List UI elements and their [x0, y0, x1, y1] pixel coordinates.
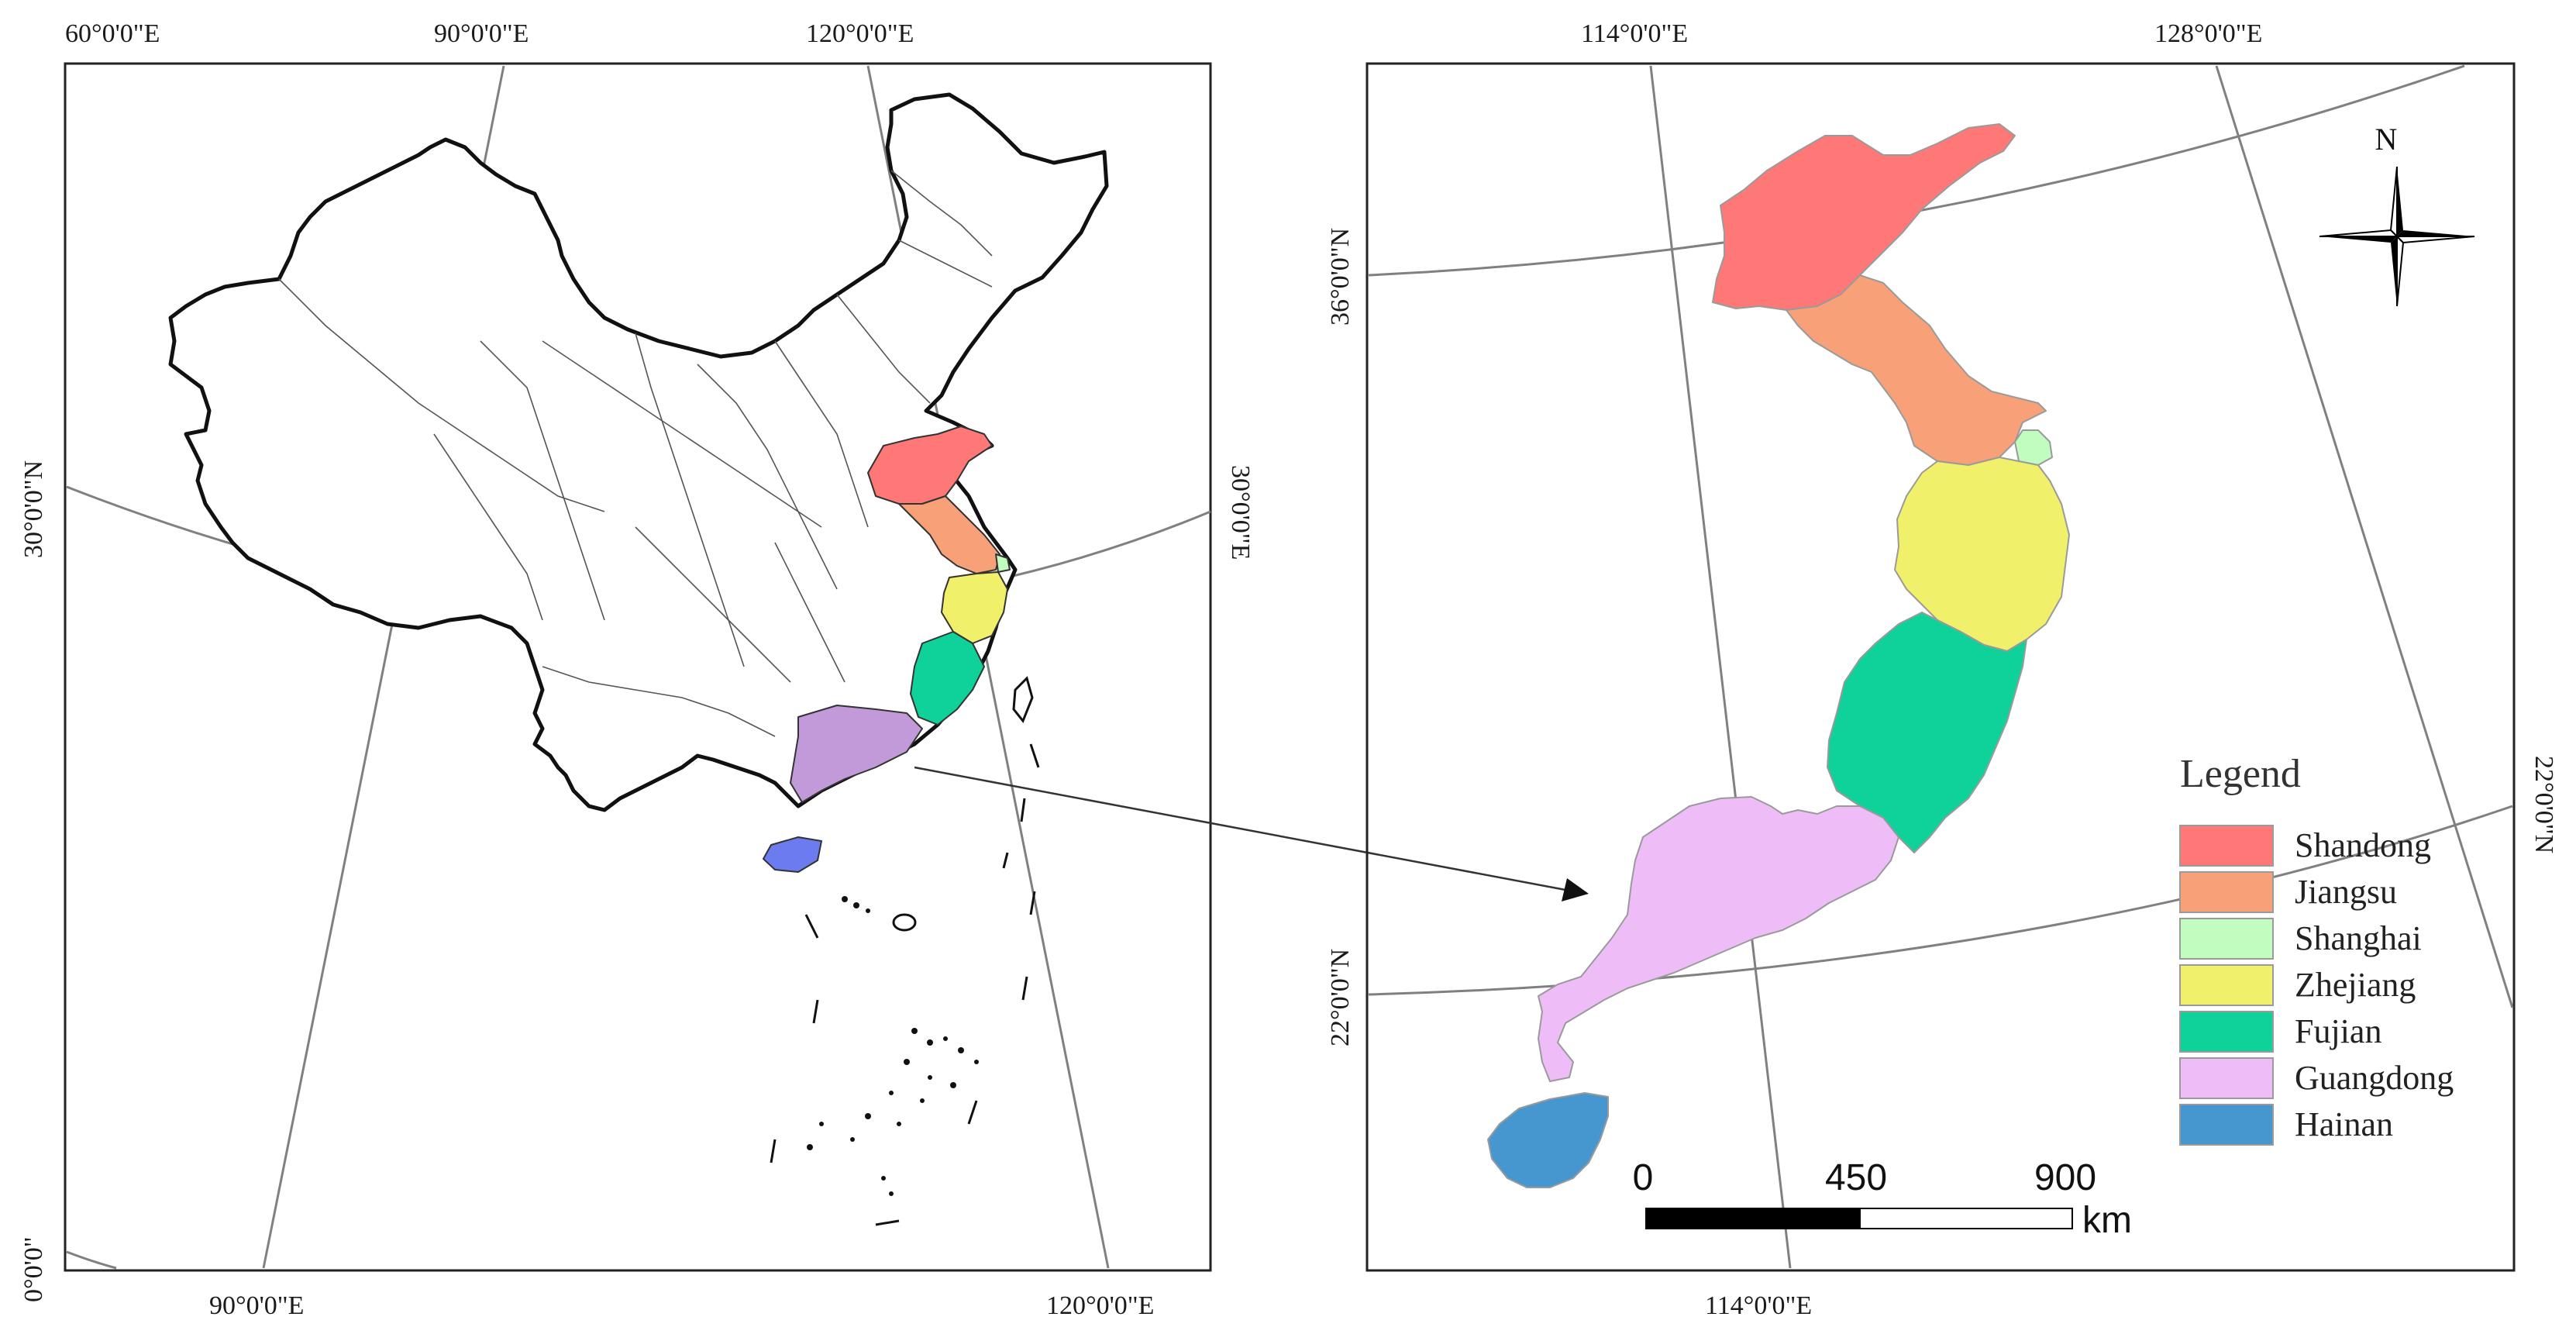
legend-swatch-shandong: [2179, 825, 2274, 867]
parallel-36n: [1368, 64, 2465, 277]
right-map-frame: [1365, 62, 2516, 1272]
right-top-label-114e: 114°0'0"E: [1581, 19, 1688, 48]
meridian-128e: [2215, 65, 2514, 1008]
legend-label-fujian: Fujian: [2295, 1012, 2381, 1050]
legend-swatch-jiangsu: [2179, 871, 2274, 913]
legend-label-hainan: Hainan: [2295, 1105, 2393, 1143]
left-bottom-label-90e: 90°0'0"E: [209, 1291, 304, 1320]
north-label: N: [2375, 122, 2398, 157]
left-side-label-0: 0°0'0": [19, 1236, 48, 1302]
right-provinces: [1487, 123, 2070, 1188]
left-top-label-120e: 120°0'0"E: [806, 19, 914, 48]
right-coord-labels: 114°0'0"E 128°0'0"E 114°0'0"E 36°0'0"N 2…: [1326, 19, 2558, 1320]
province-guangdong: [1538, 796, 1899, 1082]
left-province-hainan: [763, 836, 822, 873]
legend-swatch-shanghai: [2179, 918, 2274, 960]
left-top-label-60e: 60°0'0"E: [65, 19, 160, 48]
left-top-label-90e: 90°0'0"E: [434, 19, 529, 48]
left-highlighted-provinces: [763, 426, 1011, 873]
left-province-shanghai: [995, 553, 1011, 573]
left-map-frame: [64, 62, 1212, 1272]
legend-label-shandong: Shandong: [2295, 826, 2431, 864]
compass-rose-icon: [2319, 166, 2475, 307]
scale-unit: km: [2082, 1200, 2132, 1241]
left-province-jiangsu: [898, 495, 1000, 574]
meridian-114e: [1649, 65, 1792, 1269]
province-shanghai: [2014, 429, 2053, 466]
left-bottom-label-120e: 120°0'0"E: [1046, 1291, 1154, 1320]
legend-items: Shandong Jiangsu Shanghai Zhejiang Fujian Gua…: [2179, 825, 2454, 1146]
island-outline: [892, 913, 917, 932]
right-side-label-22n: 22°0'0"N: [1326, 949, 1355, 1046]
arrowhead-icon: [1562, 878, 1589, 901]
north-arrow: N: [2319, 122, 2475, 307]
legend-label-guangdong: Guangdong: [2295, 1059, 2454, 1097]
legend-label-shanghai: Shanghai: [2295, 919, 2422, 957]
legend: Legend Shandong Jiangsu Shanghai Zhejiang Fu…: [2179, 752, 2454, 1146]
right-map: 114°0'0"E 128°0'0"E 114°0'0"E 36°0'0"N 2…: [1326, 19, 2558, 1320]
left-side-label-30n: 30°0'0"N: [19, 460, 48, 558]
scale-tick-900: 900: [2034, 1157, 2096, 1198]
right-right-label-22n: 22°0'0"N: [2530, 756, 2558, 853]
legend-swatch-fujian: [2179, 1011, 2274, 1053]
scale-bar-white-segment: [1859, 1208, 2073, 1229]
left-islands: [770, 676, 1040, 1226]
scale-bar-black-segment: [1645, 1208, 1861, 1229]
left-province-fujian: [910, 631, 985, 726]
scale-bar: 0 450 900 km: [1633, 1157, 2132, 1241]
province-zhejiang: [1894, 457, 2070, 652]
left-province-boundaries: [278, 170, 993, 737]
legend-label-jiangsu: Jiangsu: [2295, 873, 2397, 911]
parallel-0: [66, 1250, 117, 1270]
zoom-arrow-line: [914, 766, 1566, 891]
taiwan-outline: [1012, 676, 1034, 723]
province-jiangsu: [1786, 274, 2047, 466]
scale-tick-0: 0: [1633, 1157, 1654, 1198]
right-top-label-128e: 128°0'0"E: [2154, 19, 2262, 48]
left-map: 60°0'0"E 90°0'0"E 120°0'0"E 90°0'0"E 120…: [19, 19, 1589, 1320]
legend-title: Legend: [2180, 752, 2301, 796]
right-bottom-label-114e: 114°0'0"E: [1705, 1291, 1812, 1320]
legend-swatch-zhejiang: [2179, 964, 2274, 1006]
legend-swatch-hainan: [2179, 1104, 2274, 1146]
right-side-label-36n: 36°0'0"N: [1326, 228, 1355, 326]
zoom-arrow: [914, 766, 1589, 901]
province-hainan: [1487, 1092, 1609, 1188]
scale-tick-450: 450: [1825, 1157, 1887, 1198]
left-right-label-30e: 30°0'0"E: [1226, 465, 1255, 560]
legend-label-zhejiang: Zhejiang: [2295, 966, 2416, 1004]
left-coord-labels: 60°0'0"E 90°0'0"E 120°0'0"E 90°0'0"E 120…: [19, 19, 1255, 1320]
legend-swatch-guangdong: [2179, 1057, 2274, 1099]
left-province-guangdong: [790, 705, 923, 803]
left-province-zhejiang: [941, 571, 1008, 644]
reef-dots: [807, 896, 979, 1196]
